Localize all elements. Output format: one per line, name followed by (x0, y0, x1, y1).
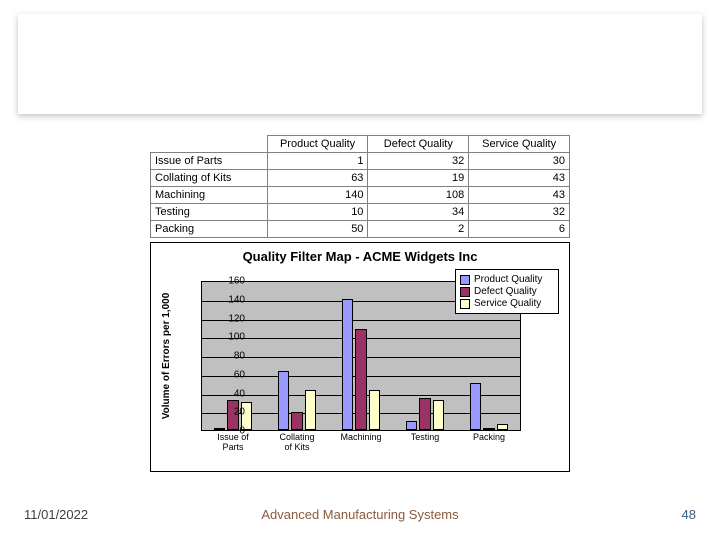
row-label: Machining (151, 187, 268, 204)
y-tick-label: 80 (221, 351, 245, 362)
legend-label: Service Quality (474, 298, 541, 309)
x-tick-label: Packing (457, 433, 521, 443)
y-tick-label: 40 (221, 388, 245, 399)
y-tick-label: 120 (221, 313, 245, 324)
y-tick-label: 160 (221, 276, 245, 287)
table-header: Defect Quality (368, 136, 469, 153)
table-cell: 63 (267, 170, 368, 187)
footer-page: 48 (682, 507, 696, 522)
legend-swatch (460, 287, 470, 297)
table-row: Issue of Parts13230 (151, 153, 570, 170)
legend-label: Product Quality (474, 274, 542, 285)
table-cell: 43 (469, 187, 570, 204)
bar (278, 371, 289, 430)
table-cell: 30 (469, 153, 570, 170)
chart-ylabel: Volume of Errors per 1,000 (161, 281, 179, 431)
table-cell: 19 (368, 170, 469, 187)
table-cell: 43 (469, 170, 570, 187)
table-header: Service Quality (469, 136, 570, 153)
y-tick-label: 60 (221, 369, 245, 380)
legend-item: Service Quality (460, 298, 554, 309)
table-header-blank (151, 136, 268, 153)
legend-swatch (460, 275, 470, 285)
bar (483, 428, 494, 430)
y-tick-label: 100 (221, 332, 245, 343)
x-tick-label: Issue ofParts (201, 433, 265, 453)
legend-item: Defect Quality (460, 286, 554, 297)
bar (433, 400, 444, 430)
title-placeholder (18, 14, 702, 114)
table-cell: 1 (267, 153, 368, 170)
table-header: Product Quality (267, 136, 368, 153)
footer-center: Advanced Manufacturing Systems (0, 507, 720, 522)
table-cell: 140 (267, 187, 368, 204)
row-label: Collating of Kits (151, 170, 268, 187)
legend-item: Product Quality (460, 274, 554, 285)
table-cell: 108 (368, 187, 469, 204)
bar (470, 383, 481, 430)
y-tick-label: 20 (221, 407, 245, 418)
table-cell: 34 (368, 204, 469, 221)
bar (355, 329, 366, 430)
quality-chart: Quality Filter Map - ACME Widgets Inc Vo… (150, 242, 570, 472)
x-tick-label: Collatingof Kits (265, 433, 329, 453)
table-cell: 50 (267, 221, 368, 238)
bar (497, 424, 508, 430)
bar (419, 398, 430, 430)
table-cell: 32 (469, 204, 570, 221)
x-tick-label: Machining (329, 433, 393, 443)
row-label: Packing (151, 221, 268, 238)
content-area: Product Quality Defect Quality Service Q… (150, 135, 570, 472)
bar (406, 421, 417, 430)
grid-line (202, 320, 520, 321)
data-table: Product Quality Defect Quality Service Q… (150, 135, 570, 238)
table-cell: 6 (469, 221, 570, 238)
table-row: Testing103432 (151, 204, 570, 221)
table-cell: 32 (368, 153, 469, 170)
chart-legend: Product Quality Defect Quality Service Q… (455, 269, 559, 314)
row-label: Issue of Parts (151, 153, 268, 170)
table-row: Collating of Kits631943 (151, 170, 570, 187)
slide: Product Quality Defect Quality Service Q… (0, 0, 720, 540)
bar (305, 390, 316, 430)
legend-swatch (460, 299, 470, 309)
legend-label: Defect Quality (474, 286, 537, 297)
bar (342, 299, 353, 430)
y-tick-label: 140 (221, 294, 245, 305)
bar (369, 390, 380, 430)
row-label: Testing (151, 204, 268, 221)
chart-title: Quality Filter Map - ACME Widgets Inc (151, 243, 569, 264)
table-row: Machining14010843 (151, 187, 570, 204)
table-row: Packing5026 (151, 221, 570, 238)
table-cell: 10 (267, 204, 368, 221)
bar (291, 412, 302, 430)
x-tick-label: Testing (393, 433, 457, 443)
table-header-row: Product Quality Defect Quality Service Q… (151, 136, 570, 153)
table-cell: 2 (368, 221, 469, 238)
